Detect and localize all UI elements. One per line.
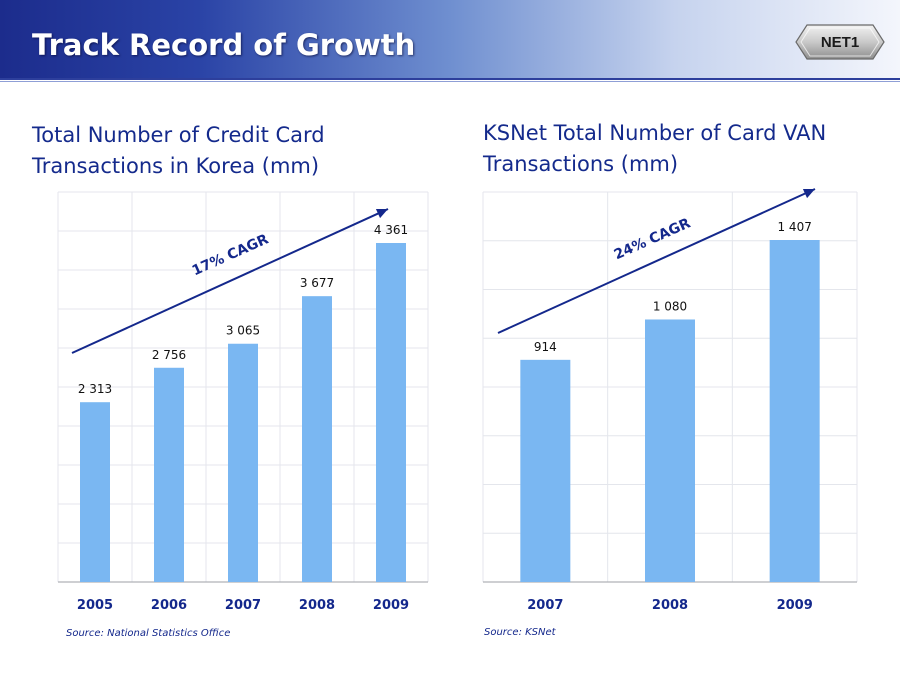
x-tick-label: 2006 bbox=[151, 598, 187, 613]
header-divider-thin bbox=[0, 81, 900, 82]
cagr-annotation: 24% CAGR bbox=[612, 215, 693, 263]
chart-title-credit-card: Total Number of Credit Card Transactions… bbox=[32, 120, 452, 182]
chart-title-line: Transactions in Korea (mm) bbox=[32, 154, 320, 178]
source-note-credit-card: Source: National Statistics Office bbox=[66, 628, 231, 639]
x-tick-label: 2008 bbox=[299, 598, 335, 613]
chart-title-ksnet: KSNet Total Number of Card VAN Transacti… bbox=[483, 118, 883, 180]
bar-value-label: 1 407 bbox=[777, 220, 811, 234]
bar-value-label: 914 bbox=[534, 340, 557, 354]
x-tick-label: 2009 bbox=[777, 598, 813, 613]
cagr-annotation: 17% CAGR bbox=[190, 231, 271, 279]
bar-value-label: 3 065 bbox=[226, 324, 260, 338]
bar-value-label: 3 677 bbox=[300, 276, 334, 290]
header-banner bbox=[0, 0, 900, 78]
bar-value-label: 4 361 bbox=[374, 223, 408, 237]
x-tick-label: 2008 bbox=[652, 598, 688, 613]
header-divider bbox=[0, 78, 900, 80]
bar bbox=[520, 359, 571, 582]
x-tick-label: 2005 bbox=[77, 598, 113, 613]
bar-value-label: 1 080 bbox=[653, 299, 687, 313]
bar bbox=[645, 319, 695, 582]
chart-title-line: KSNet Total Number of Card VAN bbox=[483, 121, 827, 145]
bar bbox=[154, 367, 184, 582]
chart-title-line: Total Number of Credit Card bbox=[32, 123, 325, 147]
bar-value-label: 2 313 bbox=[78, 382, 112, 396]
source-note-ksnet: Source: KSNet bbox=[484, 627, 556, 638]
chart-title-line: Transactions (mm) bbox=[483, 152, 679, 176]
bar bbox=[228, 343, 258, 582]
growth-arrowhead bbox=[375, 209, 388, 219]
page-title: Track Record of Growth bbox=[32, 28, 416, 62]
x-tick-label: 2007 bbox=[225, 598, 261, 613]
bar bbox=[302, 296, 332, 582]
growth-arrow bbox=[71, 208, 389, 354]
x-tick-label: 2009 bbox=[373, 598, 409, 613]
net1-logo: NET1 bbox=[795, 24, 885, 60]
growth-arrow bbox=[497, 188, 816, 334]
logo-text: NET1 bbox=[821, 34, 859, 51]
x-tick-label: 2007 bbox=[527, 598, 563, 613]
growth-arrowhead bbox=[802, 188, 815, 199]
bar bbox=[376, 243, 406, 582]
bar-value-label: 2 756 bbox=[152, 348, 186, 362]
bar bbox=[769, 240, 820, 582]
bar bbox=[80, 402, 110, 582]
